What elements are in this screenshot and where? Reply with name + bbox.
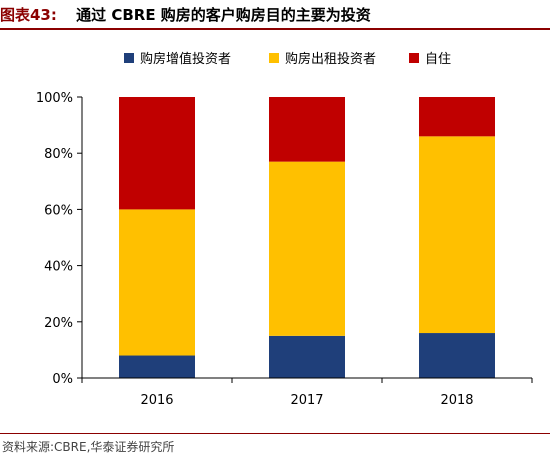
- figure-title-text: 通过 CBRE 购房的客户购房目的主要为投资: [76, 6, 371, 24]
- stacked-bar-chart: 购房增值投资者 购房出租投资者 自住 0% 20% 40% 60% 80% 100% 2016…: [36, 51, 533, 408]
- figure-label: 图表43:: [0, 6, 57, 24]
- y-axis: 0% 20% 40% 60% 80% 100%: [36, 91, 83, 387]
- chart-legend: 购房增值投资者 购房出租投资者 自住: [124, 51, 451, 67]
- y-tick-label: 100%: [36, 91, 73, 106]
- bar-2018-series-1: [419, 333, 495, 378]
- bar-2016-series-3: [119, 97, 195, 210]
- y-tick-label: 0%: [52, 372, 73, 387]
- source-footer: 资料来源:CBRE,华泰证券研究所: [0, 433, 550, 459]
- bar-2017-series-2: [269, 161, 345, 336]
- y-tick-label: 20%: [44, 316, 73, 331]
- bar-2017-series-3: [269, 97, 345, 162]
- bar-2018-series-2: [419, 136, 495, 334]
- legend-swatch-2: [269, 53, 279, 63]
- legend-label-1: 购房增值投资者: [140, 51, 231, 67]
- x-axis: 2016 2017 2018: [81, 377, 533, 408]
- y-tick-label: 40%: [44, 260, 73, 275]
- x-tick-label-2017: 2017: [290, 393, 323, 408]
- y-tick-label: 80%: [44, 147, 73, 162]
- bar-2017-series-1: [269, 335, 345, 378]
- x-tick-label-2016: 2016: [140, 393, 173, 408]
- figure-title-bar: 图表43: 通过 CBRE 购房的客户购房目的主要为投资: [0, 0, 550, 30]
- legend-swatch-3: [409, 53, 419, 63]
- bar-2016-series-1: [119, 355, 195, 378]
- source-note: 资料来源:CBRE,华泰证券研究所: [2, 440, 175, 454]
- legend-swatch-1: [124, 53, 134, 63]
- bar-2016-series-2: [119, 209, 195, 356]
- bar-2018-series-3: [419, 97, 495, 137]
- legend-label-3: 自住: [425, 52, 451, 67]
- legend-label-2: 购房出租投资者: [285, 51, 376, 67]
- x-tick-label-2018: 2018: [440, 393, 473, 408]
- y-tick-label: 60%: [44, 203, 73, 218]
- chart-bars: [119, 97, 495, 378]
- figure-title: 图表43: 通过 CBRE 购房的客户购房目的主要为投资: [0, 4, 371, 25]
